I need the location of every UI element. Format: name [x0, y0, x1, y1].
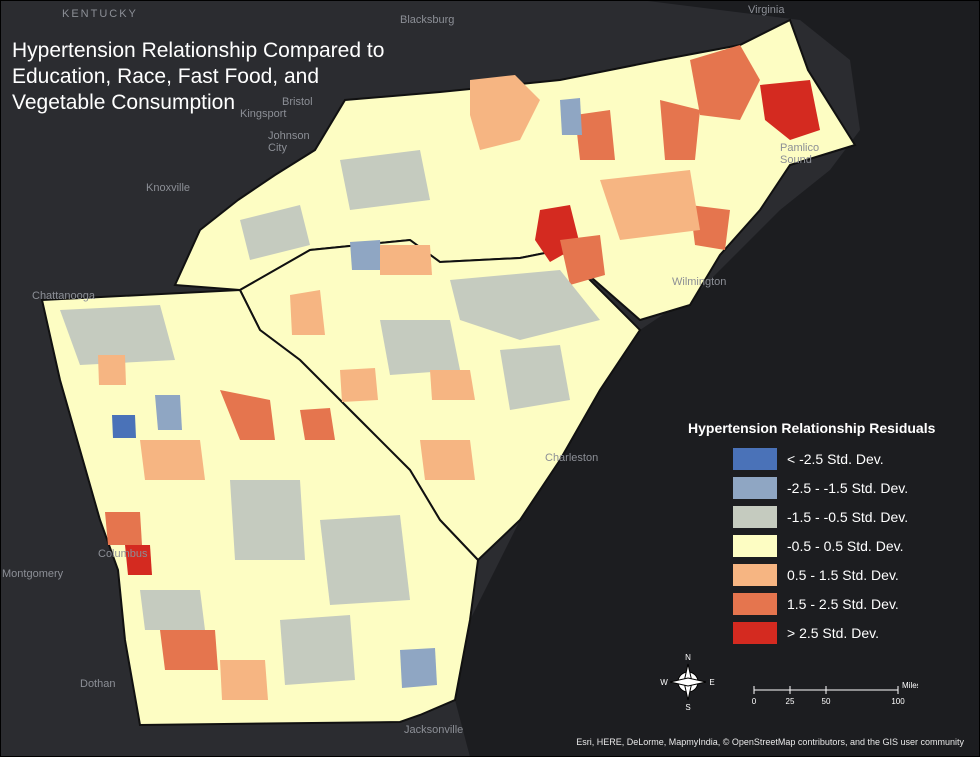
south-label: S: [685, 703, 690, 712]
legend-item: -2.5 - -1.5 Std. Dev.: [733, 473, 958, 502]
legend-title: Hypertension Relationship Residuals: [688, 420, 936, 436]
west-label: W: [660, 678, 668, 687]
city-label: Chattanooga: [32, 290, 95, 302]
scale-tick: 100: [891, 697, 905, 706]
city-label: Wilmington: [672, 276, 727, 288]
legend-swatch: [733, 534, 777, 557]
attribution: Esri, HERE, DeLorme, MapmyIndia, © OpenS…: [576, 737, 964, 747]
city-label: Virginia: [748, 4, 785, 16]
north-arrow: N S E W: [658, 652, 718, 712]
city-label: Columbus: [98, 548, 148, 560]
scale-bar: 0 25 50 100 Miles: [748, 680, 921, 710]
legend-swatch: [733, 447, 777, 470]
legend-label: -2.5 - -1.5 Std. Dev.: [787, 479, 909, 496]
city-label: Jacksonville: [404, 724, 464, 736]
city-label: Pamlico Sound: [780, 142, 820, 166]
scale-unit: Miles: [902, 681, 918, 690]
legend-swatch: [733, 505, 777, 528]
city-label: Johnson City: [268, 130, 310, 154]
city-label: Knoxville: [146, 182, 191, 194]
legend-label: > 2.5 Std. Dev.: [787, 624, 879, 641]
legend-label: -0.5 - 0.5 Std. Dev.: [787, 537, 904, 554]
legend-item: -1.5 - -0.5 Std. Dev.: [733, 502, 958, 531]
legend-label: < -2.5 Std. Dev.: [787, 450, 884, 467]
scale-tick: 50: [822, 697, 831, 706]
legend: Hypertension Relationship Residuals < -2…: [688, 420, 958, 647]
legend-swatch: [733, 476, 777, 499]
north-label: N: [685, 653, 691, 662]
county-residuals: [60, 45, 820, 700]
legend-swatch: [733, 621, 777, 644]
east-label: E: [709, 678, 714, 687]
city-label: Dothan: [80, 678, 116, 690]
legend-label: 1.5 - 2.5 Std. Dev.: [787, 595, 899, 612]
city-label: Kingsport: [240, 108, 287, 120]
legend-item: -0.5 - 0.5 Std. Dev.: [733, 531, 958, 560]
legend-item: < -2.5 Std. Dev.: [733, 444, 958, 473]
legend-label: 0.5 - 1.5 Std. Dev.: [787, 566, 899, 583]
ocean: [455, 0, 980, 757]
legend-item: 1.5 - 2.5 Std. Dev.: [733, 589, 958, 618]
legend-swatch: [733, 592, 777, 615]
scale-tick: 0: [752, 697, 757, 706]
city-label: Blacksburg: [400, 14, 455, 26]
scale-tick: 25: [786, 697, 795, 706]
legend-swatch: [733, 563, 777, 586]
legend-label: -1.5 - -0.5 Std. Dev.: [787, 508, 909, 525]
city-label: Charleston: [545, 452, 599, 464]
city-label: Bristol: [282, 96, 313, 108]
map-title: Hypertension Relationship Compared to Ed…: [12, 39, 385, 114]
legend-item: 0.5 - 1.5 Std. Dev.: [733, 560, 958, 589]
legend-item: > 2.5 Std. Dev.: [733, 618, 958, 647]
city-label: KENTUCKY: [62, 8, 138, 20]
city-label: Montgomery: [2, 568, 64, 580]
